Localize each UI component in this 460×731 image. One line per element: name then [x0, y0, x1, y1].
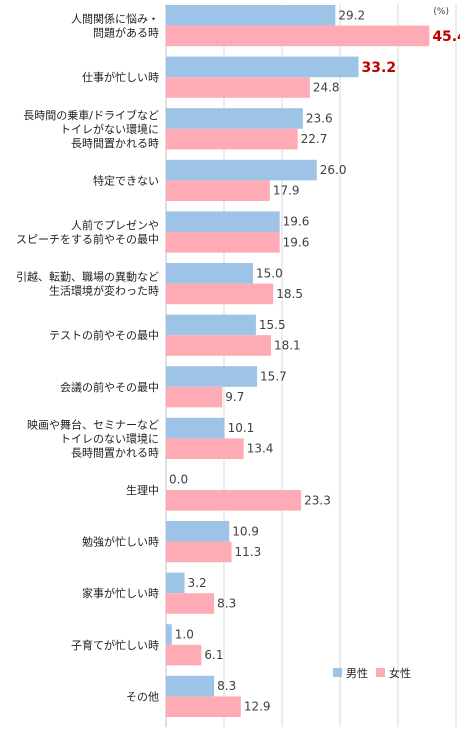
- bar-female: [166, 696, 241, 717]
- bar-female: [166, 541, 232, 563]
- value-label-female: 12.9: [244, 700, 271, 714]
- bar-male: [166, 159, 317, 181]
- value-label-male: 15.0: [256, 266, 283, 280]
- value-label-male: 15.5: [259, 318, 286, 332]
- bars: [166, 5, 430, 717]
- value-label-female: 24.8: [313, 81, 340, 95]
- legend-label-male: 男性: [346, 666, 368, 680]
- bar-male: [166, 56, 359, 78]
- bar-male: [166, 211, 280, 232]
- value-label-male: 8.3: [217, 679, 236, 693]
- legend-swatch-female: [376, 668, 385, 677]
- value-label-female: 19.6: [283, 235, 310, 249]
- bar-female: [166, 283, 274, 305]
- category-label: テストの前やその最中: [49, 328, 159, 342]
- value-label-male: 33.2: [362, 60, 397, 76]
- legend-label-female: 女性: [389, 666, 411, 680]
- bar-male: [166, 624, 172, 645]
- value-label-female: 45.4: [432, 29, 460, 45]
- bar-male: [166, 572, 185, 594]
- bar-female: [166, 232, 280, 253]
- bar-female: [166, 180, 270, 201]
- value-label-female: 9.7: [225, 390, 244, 404]
- value-label-female: 17.9: [273, 184, 300, 198]
- category-label: 映画や舞台、セミナーなどトイレのない環境に長時間置かれる時: [27, 417, 159, 459]
- value-label-male: 23.6: [306, 112, 333, 126]
- value-label-female: 11.3: [235, 545, 262, 559]
- category-label: 生理中: [126, 483, 159, 497]
- bar-female: [166, 128, 298, 150]
- bar-female: [166, 593, 215, 614]
- bar-female: [166, 25, 430, 47]
- category-label: 仕事が忙しい時: [82, 70, 159, 84]
- category-label: 会議の前やその最中: [60, 380, 159, 394]
- category-label: その他: [126, 690, 159, 703]
- legend: 男性 女性: [333, 666, 411, 680]
- bar-male: [166, 366, 258, 387]
- category-label: 人前でプレゼンやスピーチをする前やその最中: [16, 218, 159, 246]
- bar-female: [166, 386, 223, 408]
- category-label: 家事が忙しい時: [82, 586, 159, 600]
- category-label: 引越、転勤、職場の異動など生活環境が変わった時: [16, 270, 159, 298]
- category-label: 勉強が忙しい時: [82, 535, 159, 549]
- bar-male: [166, 417, 225, 439]
- category-label: 子育てが忙しい時: [71, 638, 159, 652]
- legend-swatch-male: [333, 668, 342, 677]
- bar-male: [166, 108, 303, 129]
- labels: 人間関係に悩み・問題がある時 29.2 45.4 仕事が忙しい時 33.2 24.8 長時間…: [16, 8, 460, 713]
- value-label-male: 19.6: [283, 215, 310, 229]
- value-label-male: 10.9: [232, 524, 259, 538]
- value-label-male: 29.2: [338, 8, 365, 22]
- value-label-male: 26.0: [320, 163, 347, 177]
- value-label-female: 18.1: [274, 339, 301, 353]
- value-label-female: 22.7: [301, 132, 328, 146]
- value-label-female: 18.5: [276, 287, 303, 301]
- value-label-female: 8.3: [217, 597, 236, 611]
- unit-label: (%): [433, 7, 449, 17]
- bar-male: [166, 675, 215, 697]
- bar-female: [166, 438, 244, 459]
- value-label-male: 15.7: [260, 370, 287, 384]
- bar-male: [166, 263, 253, 284]
- bar-male: [166, 521, 230, 542]
- bar-female: [166, 644, 202, 666]
- value-label-male: 3.2: [188, 576, 207, 590]
- category-label: 長時間の乗車/ドライブなどトイレがない環境に長時間置かれる時: [23, 108, 159, 150]
- bar-female: [166, 335, 271, 356]
- value-label-male: 0.0: [169, 473, 188, 487]
- category-label: 特定できない: [93, 173, 159, 187]
- bar-female: [166, 77, 310, 98]
- bar-male: [166, 314, 256, 336]
- value-label-male: 1.0: [175, 628, 194, 642]
- value-label-male: 10.1: [228, 421, 255, 435]
- value-label-female: 13.4: [247, 442, 274, 456]
- value-label-female: 23.3: [304, 493, 331, 507]
- bar-male: [166, 5, 336, 26]
- value-label-female: 6.1: [204, 648, 223, 662]
- bar-female: [166, 490, 302, 511]
- category-label: 人間関係に悩み・問題がある時: [71, 12, 159, 40]
